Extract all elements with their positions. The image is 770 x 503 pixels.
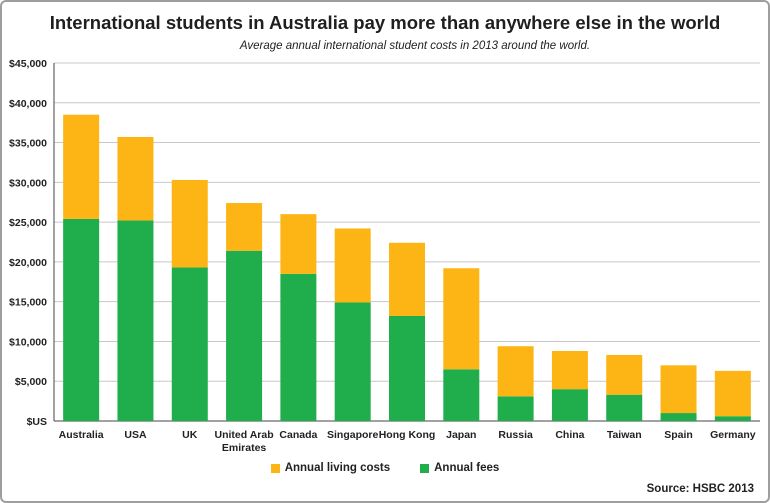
x-tick-label: Spain [664,429,693,441]
legend-swatch-fees [420,463,430,473]
x-tick-label: Japan [446,429,476,441]
bar-fees [714,416,751,421]
y-tick-label: $10,000 [9,336,47,348]
x-tick-label: Germany [710,429,756,441]
bar-living [551,350,588,390]
x-tick-label: United Arab Emirates [215,429,274,454]
x-tick-label: Russia [498,429,533,441]
bar-fees [660,413,697,421]
x-tick-label: UK [182,429,198,441]
x-tick-label: Canada [279,429,317,441]
y-tick-label: $45,000 [9,58,47,70]
x-tick-label: Hong Kong [379,429,436,441]
bar-living [226,203,263,251]
legend-label-living: Annual living costs [284,462,391,474]
bar-fees [443,369,480,421]
chart-subtitle: Average annual international student cos… [239,40,591,52]
y-tick-label: $25,000 [9,217,47,229]
bar-fees [280,273,317,421]
y-tick-label: $30,000 [9,177,47,189]
y-tick-label: $15,000 [9,297,47,309]
y-tick-label: $US [27,416,47,428]
bar-fees [334,302,371,421]
bar-living [63,114,100,219]
chart-title: International students in Australia pay … [49,12,721,33]
bar-living [117,136,154,221]
bar-fees [551,389,588,421]
bar-living [497,346,534,397]
bar-fees [389,315,425,421]
chart-legend: Annual living costs Annual fees [2,462,768,474]
bar-living [660,365,697,414]
bar-living [714,370,751,417]
bar-fees [117,220,154,421]
legend-swatch-living [270,463,280,473]
x-tick-label: Singapore [327,429,379,441]
bar-fees [171,267,208,421]
source-note: Source: HSBC 2013 [646,483,754,495]
bar-fees [606,394,643,421]
legend-label-fees: Annual fees [434,462,500,474]
x-tick-label: Australia [59,429,104,441]
bar-living [280,214,317,274]
y-tick-label: $40,000 [9,98,47,110]
bar-fees [63,218,100,421]
bar-living [334,228,371,303]
x-tick-label: USA [124,429,147,441]
legend-item-living: Annual living costs [270,462,391,474]
y-tick-label: $5,000 [15,376,47,388]
bar-living [171,179,208,268]
bar-living [606,354,643,395]
bar-living [389,242,425,316]
bar-fees [497,396,534,421]
x-tick-label: China [555,429,584,441]
y-tick-label: $35,000 [9,138,47,150]
x-tick-label: Taiwan [607,429,642,441]
bar-fees [226,250,263,421]
y-tick-label: $20,000 [9,257,47,269]
legend-item-fees: Annual fees [420,462,499,474]
bar-living [443,268,480,370]
